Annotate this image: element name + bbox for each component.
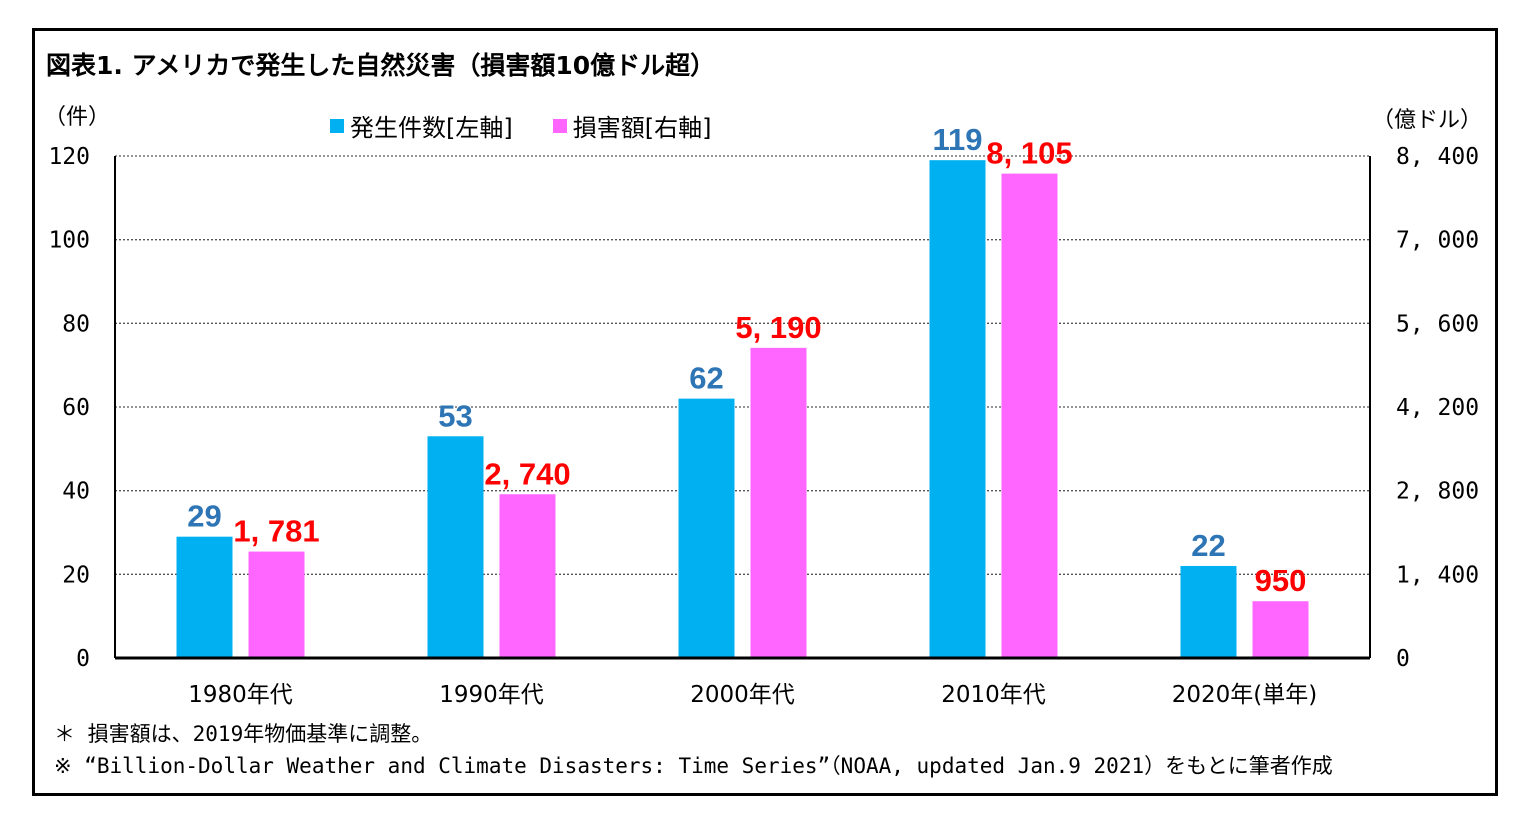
x-category-label: 2010年代 [941, 682, 1046, 708]
data-label-count: 22 [1191, 528, 1225, 563]
left-axis-unit: （件） [44, 105, 111, 130]
y-tick-left: 0 [76, 646, 90, 672]
bar-damage [750, 347, 807, 658]
note-adjustment: ＊ 損害額は、2019年物価基準に調整。 [54, 722, 433, 746]
notes: ＊ 損害額は、2019年物価基準に調整。 ※ “Billion-Dollar W… [54, 718, 1333, 782]
bar-count [1180, 565, 1237, 658]
bar-damage [499, 494, 556, 658]
legend-label-damage: 損害額[右軸] [572, 114, 712, 142]
legend-item-damage: 損害額[右軸] [552, 108, 712, 143]
legend-swatch-damage [552, 118, 567, 133]
x-category-label: 1990年代 [439, 682, 544, 708]
y-tick-right: 7, 000 [1396, 228, 1479, 254]
y-tick-left: 100 [48, 228, 90, 254]
y-tick-right: 0 [1396, 646, 1410, 672]
y-tick-right: 4, 200 [1396, 395, 1479, 421]
y-tick-left: 120 [48, 144, 90, 170]
data-label-damage: 1, 781 [233, 514, 319, 549]
x-category-label: 2020年(単年) [1172, 682, 1317, 708]
data-label-damage: 950 [1255, 563, 1307, 598]
y-tick-right: 1, 400 [1396, 562, 1479, 588]
data-label-count: 119 [932, 122, 982, 157]
data-label-damage: 5, 190 [735, 310, 821, 345]
bar-count [678, 398, 735, 658]
y-tick-left: 20 [62, 562, 90, 588]
data-label-damage: 8, 105 [986, 136, 1072, 171]
legend: 発生件数[左軸] 損害額[右軸] [330, 108, 711, 143]
figure-frame [32, 28, 1498, 796]
legend-swatch-count [330, 118, 344, 133]
legend-label-count: 発生件数[左軸] [350, 114, 513, 142]
note-source: ※ “Billion-Dollar Weather and Climate Di… [54, 754, 1333, 778]
data-label-damage: 2, 740 [484, 456, 570, 491]
y-tick-right: 8, 400 [1396, 144, 1479, 170]
bar-damage [1252, 601, 1309, 658]
right-axis-unit: （億ドル） [1372, 108, 1483, 133]
bar-count [176, 536, 233, 658]
chart-title: 図表1. アメリカで発生した自然災害（損害額10億ドル超） [46, 51, 716, 80]
x-category-label: 1980年代 [188, 682, 293, 708]
y-tick-left: 40 [62, 479, 90, 505]
bar-damage [248, 551, 305, 658]
bar-count [929, 160, 986, 658]
y-tick-left: 60 [62, 395, 90, 421]
data-label-count: 53 [438, 398, 472, 433]
data-label-count: 29 [187, 499, 221, 534]
y-tick-right: 5, 600 [1396, 311, 1479, 337]
bar-damage [1001, 173, 1058, 658]
y-tick-left: 80 [62, 311, 90, 337]
data-label-count: 62 [689, 361, 723, 396]
x-category-label: 2000年代 [690, 682, 795, 708]
bar-count [427, 436, 484, 658]
y-tick-right: 2, 800 [1396, 479, 1479, 505]
legend-item-count: 発生件数[左軸] [330, 108, 513, 143]
